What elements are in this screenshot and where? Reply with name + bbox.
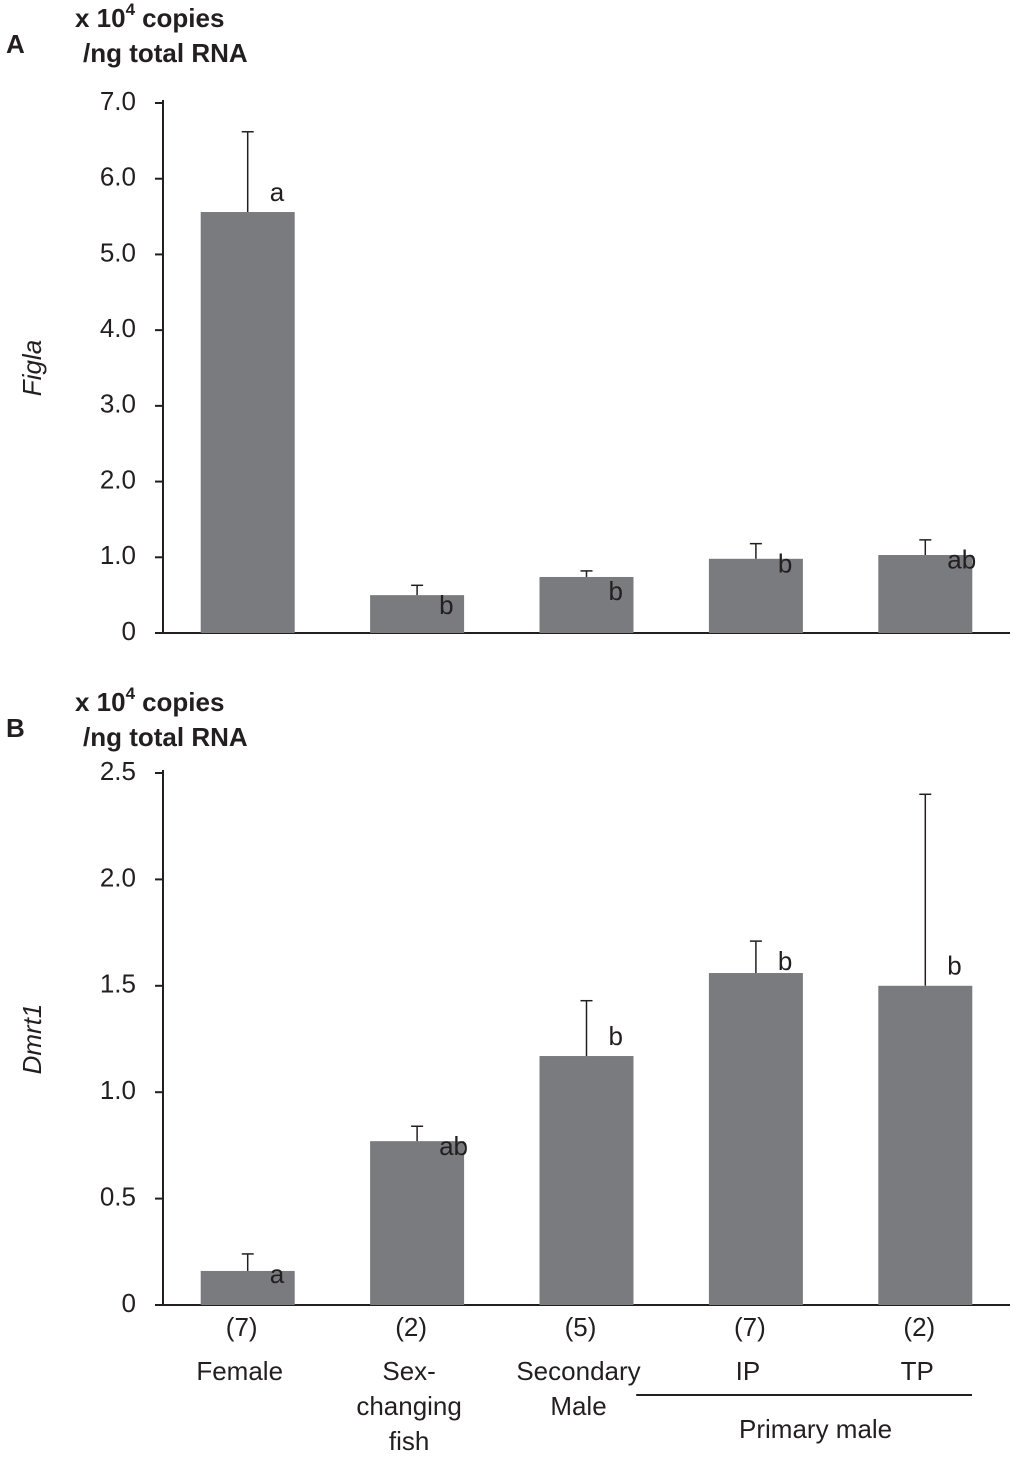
- unit-suffix: copies: [142, 687, 224, 717]
- y-tick-label: 2.0: [100, 464, 136, 494]
- significance-letter: a: [270, 1259, 285, 1289]
- y-tick-label: 7.0: [100, 86, 136, 116]
- bar: [708, 558, 803, 633]
- significance-letter: b: [778, 549, 792, 579]
- significance-letter: ab: [439, 1131, 468, 1161]
- bar: [708, 973, 803, 1305]
- x-tick-label: Sex-: [382, 1356, 435, 1386]
- bar: [200, 1270, 295, 1305]
- x-tick-label: fish: [389, 1426, 429, 1456]
- y-tick-label: 2.5: [100, 756, 136, 786]
- panel-label: B: [6, 713, 25, 743]
- bar: [370, 1141, 465, 1305]
- panel-label: A: [6, 29, 25, 59]
- x-tick-label: Male: [550, 1391, 606, 1421]
- unit-label-line2: /ng total RNA: [83, 38, 248, 68]
- bar: [370, 595, 465, 633]
- unit-prefix: x 10: [75, 3, 126, 33]
- significance-letter: ab: [947, 545, 976, 575]
- unit-suffix: copies: [142, 3, 224, 33]
- y-tick-label: 3.0: [100, 389, 136, 419]
- sample-size: (2): [395, 1312, 427, 1342]
- group-label: Primary male: [739, 1414, 892, 1444]
- unit-label: x 104 copies: [75, 684, 224, 716]
- y-tick-label: 2.0: [100, 862, 136, 892]
- y-axis-title: Figla: [17, 340, 47, 396]
- y-axis-title: Dmrt1: [17, 1004, 47, 1075]
- bar: [878, 555, 973, 633]
- y-tick-label: 0: [122, 1288, 136, 1318]
- bar: [878, 985, 973, 1305]
- x-tick-label: IP: [736, 1356, 761, 1386]
- sample-size: (7): [226, 1312, 258, 1342]
- bar: [539, 576, 634, 633]
- sample-size: (2): [903, 1312, 935, 1342]
- significance-letter: a: [270, 177, 285, 207]
- unit-prefix: x 10: [75, 687, 126, 717]
- y-tick-label: 0: [122, 616, 136, 646]
- bar: [200, 212, 295, 633]
- x-tick-label: changing: [356, 1391, 462, 1421]
- x-tick-label: Female: [196, 1356, 283, 1386]
- y-tick-label: 0.5: [100, 1181, 136, 1211]
- y-tick-label: 5.0: [100, 237, 136, 267]
- y-tick-label: 1.0: [100, 1075, 136, 1105]
- significance-letter: b: [609, 576, 623, 606]
- y-tick-label: 1.5: [100, 969, 136, 999]
- significance-letter: b: [947, 951, 961, 981]
- y-tick-label: 1.0: [100, 540, 136, 570]
- significance-letter: b: [439, 590, 453, 620]
- significance-letter: b: [609, 1021, 623, 1051]
- unit-label: x 104 copies: [75, 0, 224, 32]
- x-tick-label: TP: [901, 1356, 934, 1386]
- y-tick-label: 6.0: [100, 162, 136, 192]
- unit-superscript: 4: [126, 684, 136, 703]
- significance-letter: b: [778, 946, 792, 976]
- sample-size: (5): [565, 1312, 597, 1342]
- sample-size: (7): [734, 1312, 766, 1342]
- unit-label-line2: /ng total RNA: [83, 722, 248, 752]
- unit-superscript: 4: [126, 0, 136, 19]
- bar: [539, 1056, 634, 1305]
- x-tick-label: Secondary: [516, 1356, 640, 1386]
- y-tick-label: 4.0: [100, 313, 136, 343]
